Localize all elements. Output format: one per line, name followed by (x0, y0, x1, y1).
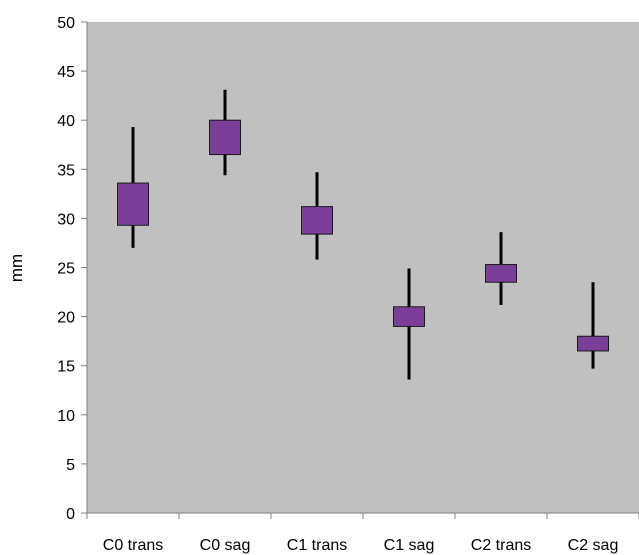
y-tick-label: 5 (66, 457, 75, 474)
x-tick-label: C1 trans (287, 537, 347, 554)
y-axis-title: mm (7, 254, 26, 282)
box (393, 306, 425, 327)
box (301, 206, 333, 235)
x-tick-label: C2 sag (568, 537, 619, 554)
x-tick-label: C0 sag (200, 537, 251, 554)
x-tick-label: C2 trans (471, 537, 531, 554)
y-tick-label: 45 (57, 64, 75, 81)
box (485, 264, 517, 283)
y-tick-label: 15 (57, 359, 75, 376)
y-tick-label: 50 (57, 15, 75, 32)
x-tick-label: C0 trans (103, 537, 163, 554)
box (577, 335, 609, 352)
box (209, 119, 241, 156)
x-tick-label: C1 sag (384, 537, 435, 554)
box (117, 182, 149, 226)
y-tick-label: 30 (57, 211, 75, 228)
y-tick-label: 25 (57, 261, 75, 278)
y-tick-label: 20 (57, 310, 75, 327)
y-tick-label: 10 (57, 408, 75, 425)
plot-area (87, 22, 639, 513)
y-tick-label: 0 (66, 506, 75, 523)
y-tick-label: 40 (57, 113, 75, 130)
y-tick-label: 35 (57, 162, 75, 179)
